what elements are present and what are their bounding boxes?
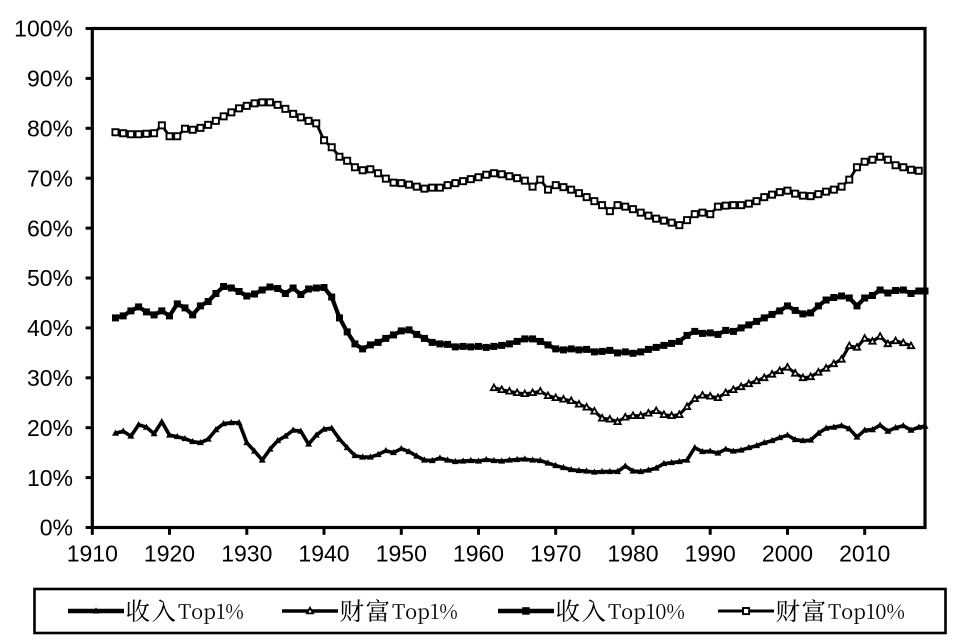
svg-text:1930: 1930 [221,541,272,567]
svg-text:1950: 1950 [376,541,427,567]
svg-text:1980: 1980 [607,541,658,567]
svg-text:50%: 50% [27,265,73,291]
svg-text:1990: 1990 [685,541,736,567]
svg-text:90%: 90% [27,66,73,92]
svg-text:30%: 30% [27,365,73,391]
svg-text:1940: 1940 [298,541,349,567]
svg-text:100%: 100% [14,16,73,42]
svg-text:80%: 80% [27,116,73,142]
svg-text:20%: 20% [27,415,73,441]
svg-text:10%: 10% [27,465,73,491]
svg-text:2000: 2000 [762,541,813,567]
svg-text:1920: 1920 [144,541,195,567]
svg-text:1970: 1970 [530,541,581,567]
svg-text:1960: 1960 [453,541,504,567]
svg-text:1910: 1910 [67,541,118,567]
svg-text:40%: 40% [27,315,73,341]
svg-text:0%: 0% [40,515,73,541]
svg-text:60%: 60% [27,215,73,241]
svg-text:70%: 70% [27,165,73,191]
svg-text:2010: 2010 [839,541,890,567]
